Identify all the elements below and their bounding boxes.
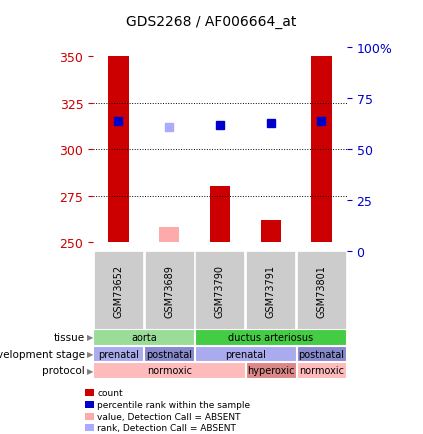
Bar xyxy=(311,57,332,243)
Bar xyxy=(195,252,244,330)
Bar xyxy=(93,362,245,378)
Bar xyxy=(246,252,295,330)
Text: ▶: ▶ xyxy=(87,349,93,358)
Text: postnatal: postnatal xyxy=(299,349,344,358)
Text: normoxic: normoxic xyxy=(147,365,192,375)
Bar xyxy=(297,362,346,378)
Bar xyxy=(108,57,129,243)
Text: count: count xyxy=(97,388,123,397)
Bar xyxy=(210,187,230,243)
Bar xyxy=(159,227,179,243)
Text: GDS2268 / AF006664_at: GDS2268 / AF006664_at xyxy=(126,15,297,29)
Text: prenatal: prenatal xyxy=(98,349,139,358)
Text: ductus arteriosus: ductus arteriosus xyxy=(228,332,313,342)
Bar xyxy=(145,252,194,330)
Bar xyxy=(144,346,194,362)
Text: ▶: ▶ xyxy=(87,366,93,375)
Text: prenatal: prenatal xyxy=(225,349,266,358)
Text: GSM73689: GSM73689 xyxy=(164,264,174,317)
Text: development stage: development stage xyxy=(0,349,85,358)
Text: GSM73790: GSM73790 xyxy=(215,264,225,317)
Text: hyperoxic: hyperoxic xyxy=(247,365,294,375)
Bar xyxy=(93,346,143,362)
Bar xyxy=(246,362,296,378)
Bar xyxy=(297,346,346,362)
Bar xyxy=(85,389,94,396)
Text: protocol: protocol xyxy=(42,365,85,375)
Bar xyxy=(195,329,346,345)
Text: GSM73652: GSM73652 xyxy=(113,264,124,317)
Text: value, Detection Call = ABSENT: value, Detection Call = ABSENT xyxy=(97,412,241,421)
Text: ▶: ▶ xyxy=(87,333,93,342)
Bar xyxy=(261,220,281,243)
Bar xyxy=(195,346,296,362)
Text: normoxic: normoxic xyxy=(299,365,344,375)
Bar xyxy=(93,329,194,345)
Text: GSM73791: GSM73791 xyxy=(266,264,276,317)
Text: rank, Detection Call = ABSENT: rank, Detection Call = ABSENT xyxy=(97,424,236,432)
Bar xyxy=(94,252,143,330)
Text: tissue: tissue xyxy=(53,332,85,342)
Bar xyxy=(85,424,94,431)
Bar xyxy=(85,401,94,408)
Text: percentile rank within the sample: percentile rank within the sample xyxy=(97,400,250,409)
Bar xyxy=(85,413,94,420)
Bar xyxy=(297,252,346,330)
Text: aorta: aorta xyxy=(131,332,157,342)
Text: postnatal: postnatal xyxy=(146,349,192,358)
Text: GSM73801: GSM73801 xyxy=(316,264,327,317)
